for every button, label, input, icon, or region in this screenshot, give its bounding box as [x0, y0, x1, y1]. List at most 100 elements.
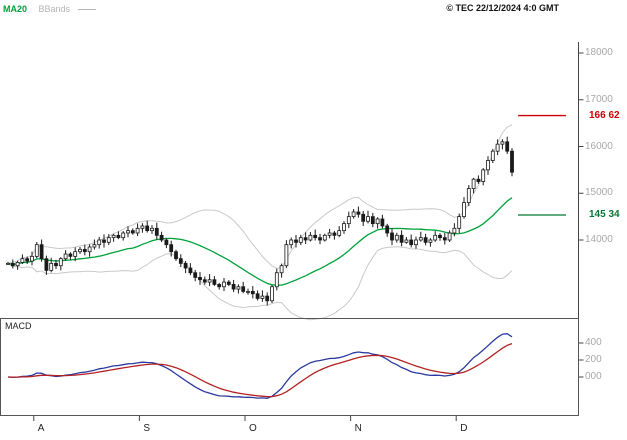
- candle-body: [111, 234, 116, 239]
- candle-body: [342, 223, 346, 232]
- candle-body: [164, 239, 169, 246]
- candle-body: [20, 258, 25, 263]
- candle-body: [97, 239, 102, 246]
- candle-body: [178, 258, 183, 264]
- candle-body: [159, 234, 164, 241]
- macd-line: [7, 333, 513, 399]
- candle-body: [255, 293, 260, 299]
- candle-body: [92, 244, 97, 248]
- legend-bbands-label: BBands: [38, 4, 71, 14]
- candle-body: [404, 239, 409, 243]
- candle-body: [121, 232, 126, 239]
- candle-body: [394, 234, 399, 241]
- candle-body: [265, 295, 270, 302]
- candle-body: [58, 258, 63, 267]
- candle-body: [452, 227, 457, 234]
- candle-body: [102, 239, 106, 243]
- candle-body: [63, 253, 68, 260]
- bbands-line-sample-icon: [77, 9, 96, 11]
- candle-body: [471, 178, 476, 189]
- candle-body: [250, 291, 255, 295]
- candle-body: [39, 244, 44, 260]
- bband-lower-line: [7, 246, 513, 321]
- candle-body: [409, 239, 414, 246]
- candle-body: [226, 281, 231, 285]
- candle-body: [73, 251, 78, 257]
- candle-body: [366, 216, 370, 222]
- candle-body: [495, 143, 500, 152]
- candle-body: [289, 239, 294, 246]
- candle-body: [279, 265, 284, 274]
- candle-body: [130, 230, 135, 234]
- candle-body: [361, 213, 366, 222]
- candle-body: [318, 237, 322, 241]
- candle-body: [346, 216, 351, 225]
- candle-body: [308, 234, 313, 241]
- candle-body: [49, 262, 54, 271]
- candle-body: [140, 225, 145, 229]
- candle-body: [510, 150, 514, 173]
- candle-body: [183, 262, 188, 269]
- resistance-level-label: 166 62: [589, 109, 620, 121]
- candle-body: [414, 239, 418, 246]
- candle-body: [6, 262, 10, 265]
- candle-body: [476, 178, 481, 182]
- chart-legend: MA20 BBands: [3, 3, 96, 15]
- candlestick-series: [6, 136, 514, 306]
- macd-panel-border: [0, 318, 579, 416]
- candle-body: [481, 169, 486, 182]
- candle-body: [356, 211, 361, 215]
- candle-body: [145, 225, 150, 232]
- candle-body: [418, 237, 423, 241]
- candle-body: [337, 230, 342, 236]
- signal-line: [7, 342, 513, 398]
- macd-panel-label: MACD: [5, 321, 32, 331]
- candle-body: [260, 295, 265, 299]
- candle-body: [207, 279, 212, 283]
- candle-body: [375, 218, 380, 225]
- candle-body: [174, 251, 178, 260]
- candle-body: [87, 246, 92, 253]
- candle-body: [442, 237, 447, 241]
- candle-body: [34, 244, 39, 257]
- candle-body: [462, 202, 466, 218]
- candle-body: [246, 291, 250, 293]
- candle-body: [154, 227, 159, 236]
- candle-body: [457, 216, 462, 229]
- candle-body: [380, 218, 385, 227]
- candle-body: [486, 160, 490, 171]
- candle-body: [298, 237, 303, 243]
- candle-body: [222, 281, 226, 288]
- candle-body: [30, 255, 34, 262]
- candle-body: [169, 244, 174, 253]
- candle-body: [303, 237, 308, 241]
- candle-body: [505, 141, 510, 152]
- candle-body: [433, 234, 438, 241]
- candle-body: [236, 286, 241, 290]
- candle-body: [25, 258, 30, 262]
- candle-body: [274, 272, 279, 288]
- candle-body: [241, 286, 246, 292]
- candle-body: [428, 239, 433, 243]
- candle-body: [270, 286, 274, 302]
- candle-body: [54, 262, 58, 267]
- candle-body: [212, 279, 217, 285]
- candle-body: [385, 225, 390, 234]
- candle-body: [423, 237, 428, 243]
- candle-body: [327, 232, 332, 236]
- candle-body: [447, 232, 452, 241]
- candle-body: [217, 284, 222, 288]
- candle-body: [135, 227, 140, 234]
- candle-body: [370, 216, 375, 225]
- candle-body: [399, 234, 404, 243]
- candle-body: [390, 232, 394, 241]
- candle-body: [438, 234, 442, 239]
- candle-body: [106, 237, 111, 243]
- candle-body: [332, 232, 337, 236]
- candle-body: [78, 248, 82, 253]
- candle-body: [198, 276, 202, 281]
- candle-body: [231, 284, 236, 290]
- candle-body: [466, 188, 471, 203]
- candle-body: [44, 258, 49, 271]
